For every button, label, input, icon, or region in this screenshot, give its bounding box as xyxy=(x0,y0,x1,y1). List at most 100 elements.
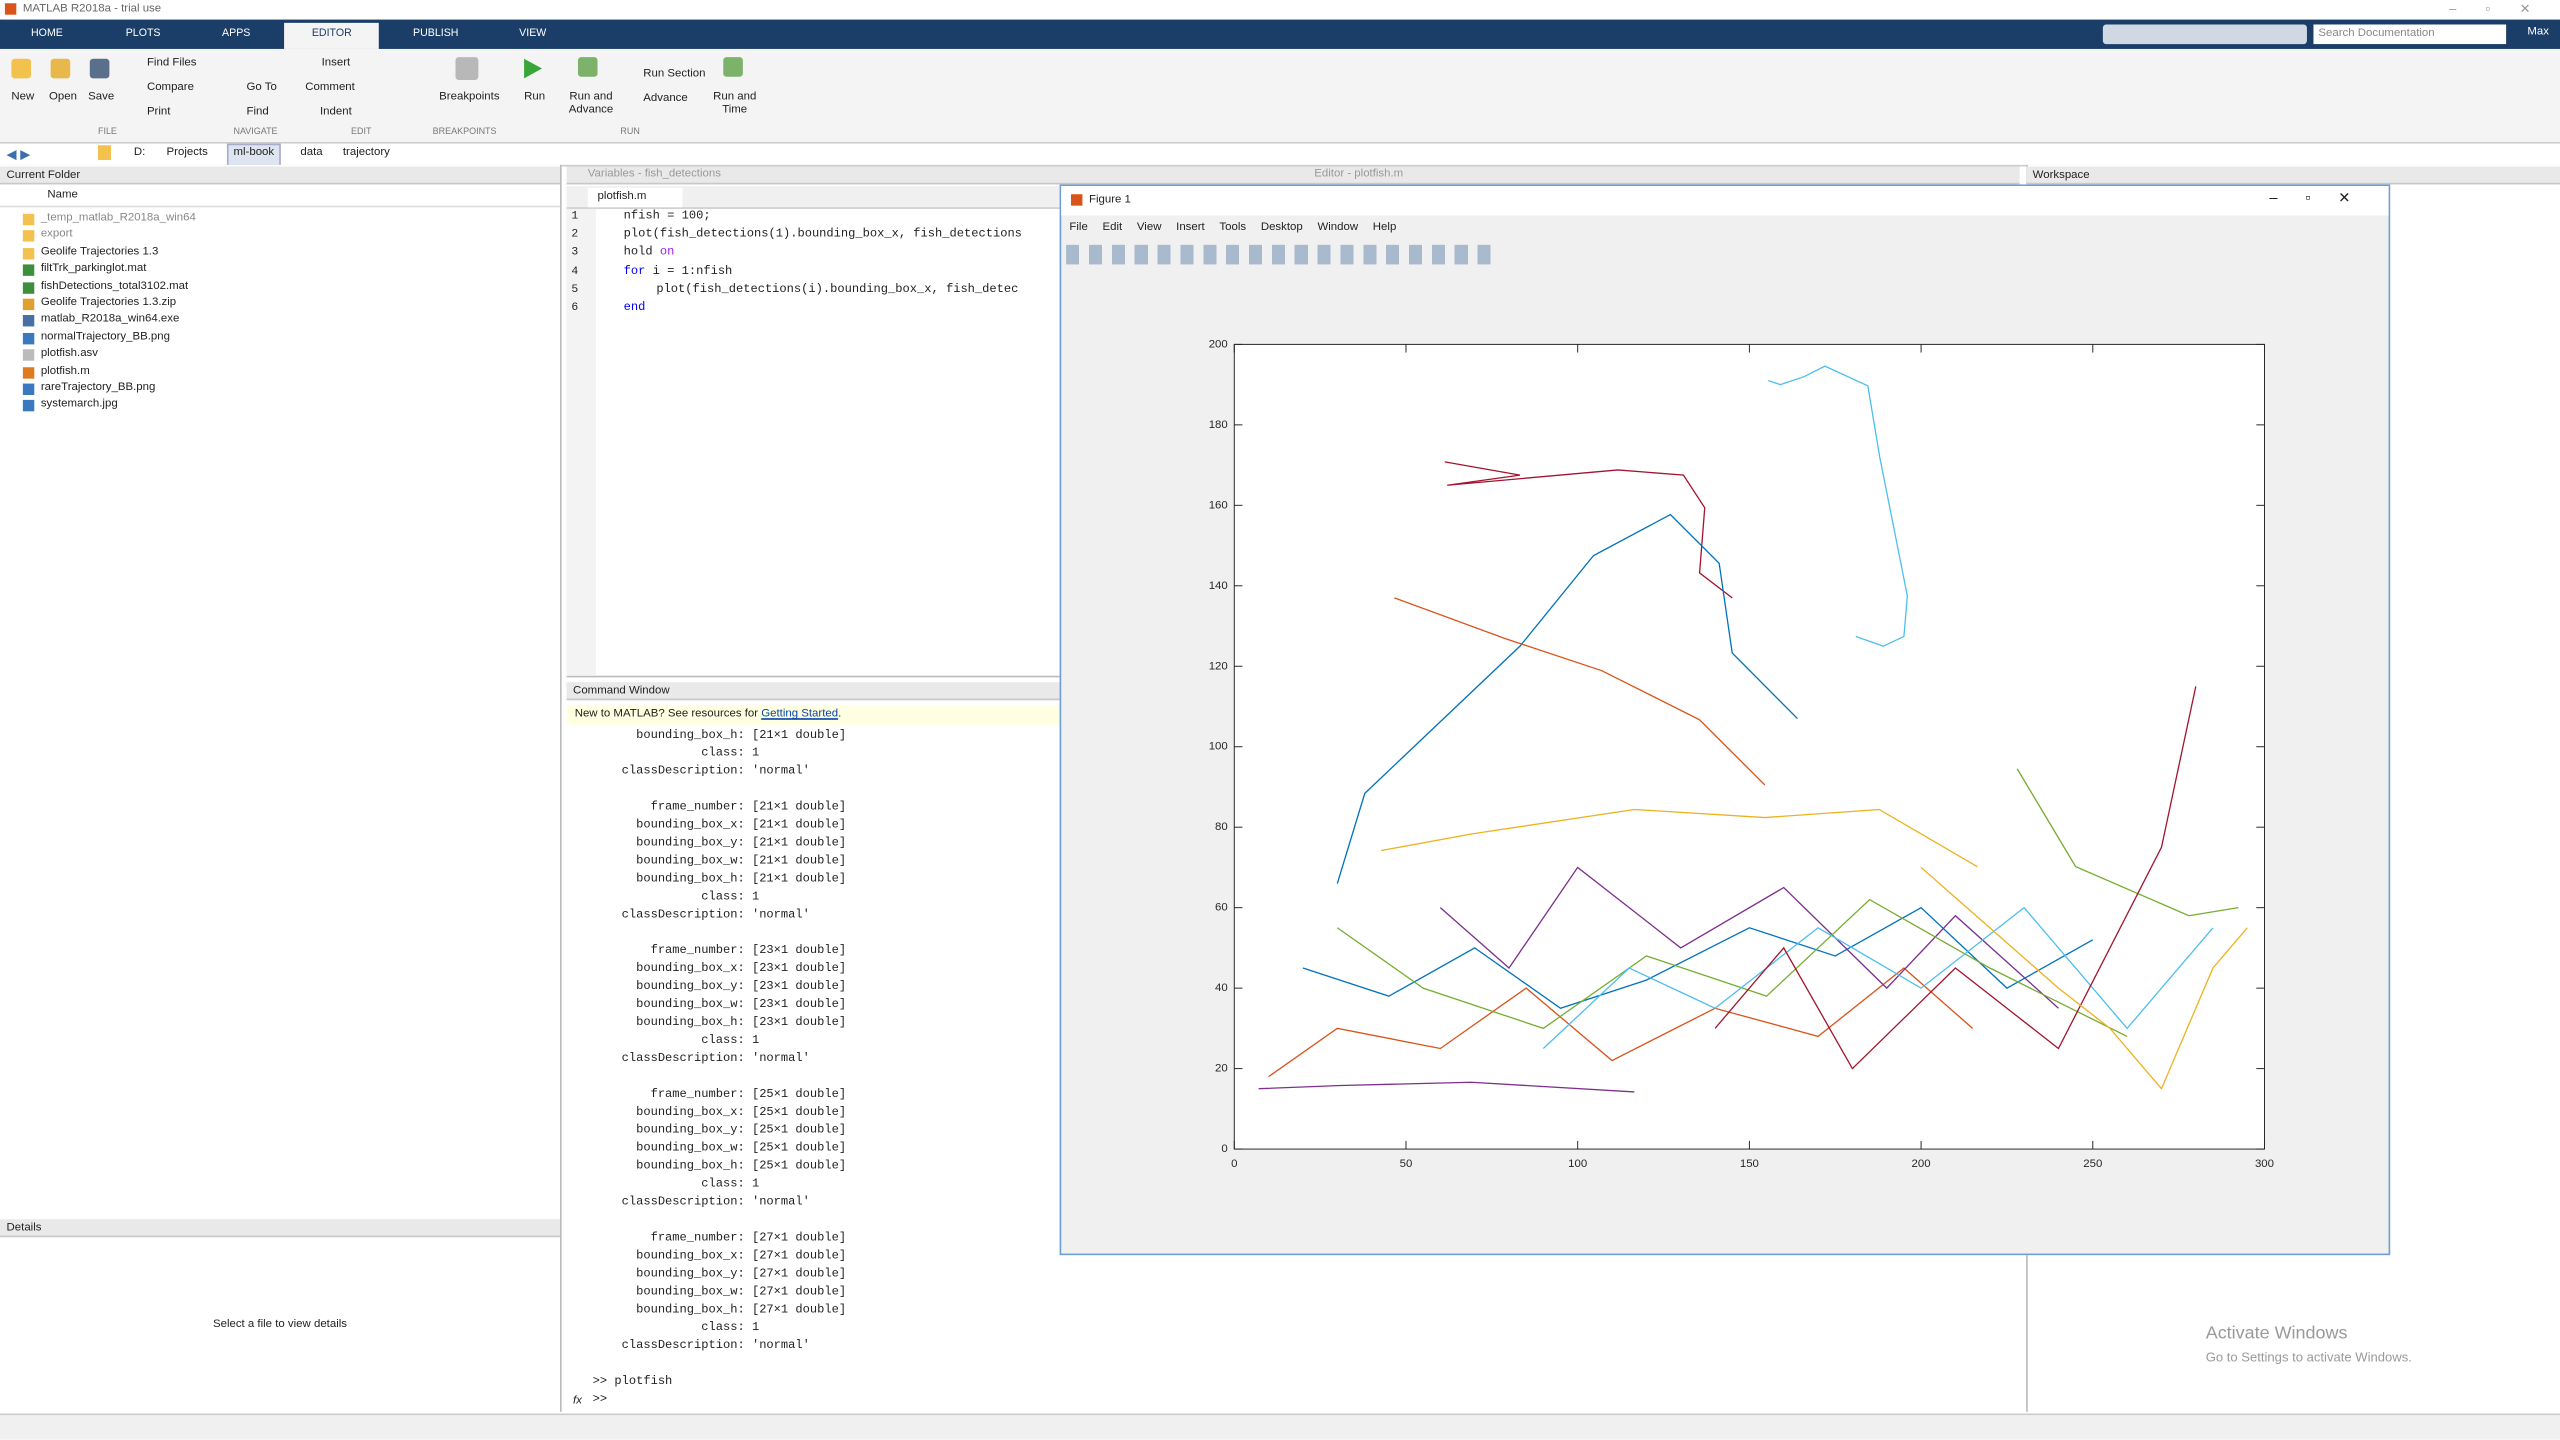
figure-title: Figure 1 xyxy=(1088,194,1131,206)
details-message: Select a file to view details xyxy=(212,1318,348,1331)
folder-icon xyxy=(97,145,112,160)
fx: fx xyxy=(573,1395,582,1407)
ribbon-button[interactable]: Insert xyxy=(321,57,351,69)
output-line: bounding_box_y: [25×1 double] xyxy=(592,1124,847,1138)
path-segment[interactable]: trajectory xyxy=(342,146,390,159)
quick-access-toolbar[interactable] xyxy=(2102,24,2307,45)
file-name[interactable]: plotfish.asv xyxy=(40,347,99,360)
status-bar xyxy=(0,1413,2560,1440)
file-name[interactable]: matlab_R2018a_win64.exe xyxy=(40,314,180,326)
file-name[interactable]: export xyxy=(40,229,73,241)
code-token: on xyxy=(659,247,675,261)
menu-item[interactable]: Edit xyxy=(1102,221,1123,234)
ribbon-button[interactable]: Run Section xyxy=(643,68,706,80)
output-line: bounding_box_x: [23×1 double] xyxy=(592,962,847,977)
path-segment[interactable]: D: xyxy=(133,146,146,159)
gutter xyxy=(566,208,596,676)
y-tick-label: 80 xyxy=(1215,821,1228,833)
file-name[interactable]: fishDetections_total3102.mat xyxy=(40,280,189,292)
file-name[interactable]: Geolife Trajectories 1.3.zip xyxy=(40,297,177,309)
tab[interactable]: EDITOR xyxy=(311,27,352,40)
path-segment[interactable]: Projects xyxy=(166,146,208,159)
tab[interactable]: PLOTS xyxy=(125,27,161,40)
editor-tab[interactable]: plotfish.m xyxy=(587,187,683,208)
file-name[interactable]: Geolife Trajectories 1.3 xyxy=(40,246,159,258)
line-number: 4 xyxy=(571,265,579,279)
trajectory xyxy=(1302,906,2094,1009)
ribbon-button[interactable]: Run and Advance xyxy=(568,91,614,116)
code-token: hold xyxy=(623,247,660,261)
ribbon-button[interactable]: Compare xyxy=(146,81,194,94)
column-name[interactable]: Name xyxy=(47,189,78,201)
tab[interactable]: VIEW xyxy=(519,27,547,40)
menu-item[interactable]: Window xyxy=(1317,221,1359,234)
output-line: bounding_box_h: [21×1 double] xyxy=(592,873,847,887)
file-name[interactable]: filtTrk_parkinglot.mat xyxy=(40,263,147,275)
menu-item[interactable]: Help xyxy=(1372,221,1397,234)
figure-toolbar[interactable] xyxy=(1066,244,1491,265)
column-header xyxy=(0,188,560,208)
prompt[interactable]: >> xyxy=(592,1393,608,1407)
file-icon xyxy=(22,281,35,294)
panel-header: Current Folder xyxy=(0,166,560,185)
y-tick-label: 140 xyxy=(1209,580,1228,592)
output-line: bounding_box_h: [25×1 double] xyxy=(592,1160,847,1174)
ribbon-button[interactable]: Save xyxy=(88,91,115,103)
variables-title[interactable]: Variables - fish_detections xyxy=(587,168,721,180)
file-icon xyxy=(22,332,35,345)
y-tick-label: 60 xyxy=(1215,902,1228,914)
y-tick-label: 0 xyxy=(1221,1143,1227,1155)
menu-item[interactable]: Desktop xyxy=(1260,221,1303,234)
menu-item[interactable]: File xyxy=(1069,221,1088,234)
ribbon-button[interactable]: Indent xyxy=(319,106,352,118)
active-tab-bg xyxy=(284,22,379,49)
ribbon-button[interactable]: Run and Time xyxy=(713,91,757,116)
path-segment[interactable]: ml-book xyxy=(226,143,281,167)
ribbon-button[interactable]: Breakpoints xyxy=(439,91,500,103)
output-line: classDescription: 'normal' xyxy=(592,1052,810,1066)
search-box[interactable]: Search Documentation xyxy=(2313,24,2507,45)
output-line: bounding_box_w: [27×1 double] xyxy=(592,1286,847,1300)
tab[interactable]: APPS xyxy=(222,27,251,40)
file-name[interactable]: _temp_matlab_R2018a_win64 xyxy=(40,212,196,224)
window-title: MATLAB R2018a - trial use xyxy=(22,3,162,15)
ribbon-button[interactable]: Go To xyxy=(246,81,277,94)
file-name[interactable]: plotfish.m xyxy=(40,364,90,377)
nav-buttons[interactable]: ◀ ▶ xyxy=(6,146,31,162)
tab[interactable]: HOME xyxy=(31,27,63,40)
file-name[interactable]: rareTrajectory_BB.png xyxy=(40,381,156,394)
file-icon xyxy=(22,247,35,260)
menu-item[interactable]: Tools xyxy=(1219,221,1247,234)
ribbon-button[interactable]: New xyxy=(11,91,35,103)
file-name[interactable]: normalTrajectory_BB.png xyxy=(40,331,170,343)
icon xyxy=(723,57,743,77)
tab[interactable]: PUBLISH xyxy=(413,27,459,40)
trajectory xyxy=(1920,866,2248,1090)
ribbon-button[interactable]: Find Files xyxy=(146,57,197,69)
user-name[interactable]: Max xyxy=(2527,26,2549,38)
menu-item[interactable]: View xyxy=(1136,221,1162,234)
output-record: frame_number: [25×1 double] bounding_box… xyxy=(593,1087,846,1213)
figure-window: Figure 1 –▫✕ File Edit View Insert Tools Desk… xyxy=(1059,184,2391,1256)
trajectory xyxy=(1268,967,1974,1078)
figure-controls[interactable]: –▫✕ xyxy=(2269,189,2379,206)
line-number: 1 xyxy=(571,210,579,224)
menu-item[interactable]: Insert xyxy=(1176,221,1205,234)
code-line: plot(fish_detections(1).bounding_box_x, … xyxy=(624,229,1022,242)
ribbon-button[interactable]: Find xyxy=(246,106,269,118)
y-tick-label: 180 xyxy=(1209,419,1228,431)
ribbon-button[interactable]: Comment xyxy=(305,81,355,94)
ribbon-button[interactable]: Run xyxy=(524,91,546,103)
ribbon-button[interactable]: Print xyxy=(146,106,171,118)
file-name[interactable]: systemarch.jpg xyxy=(40,398,118,411)
figure-canvas: 0 50 100 150 200 250 300 0 20 40 60 80 100 120 140 160 1… xyxy=(1209,338,2274,1169)
path-segment[interactable]: data xyxy=(300,146,323,159)
ribbon-button[interactable]: Advance xyxy=(643,93,688,105)
notice-text: . xyxy=(838,708,842,720)
link[interactable]: Getting Started xyxy=(761,708,839,720)
window-controls[interactable]: –▫✕ xyxy=(2448,1,2560,17)
ribbon-button[interactable]: Open xyxy=(48,91,77,103)
editor-title[interactable]: Editor - plotfish.m xyxy=(1314,168,1404,180)
code-token: for xyxy=(623,265,646,279)
